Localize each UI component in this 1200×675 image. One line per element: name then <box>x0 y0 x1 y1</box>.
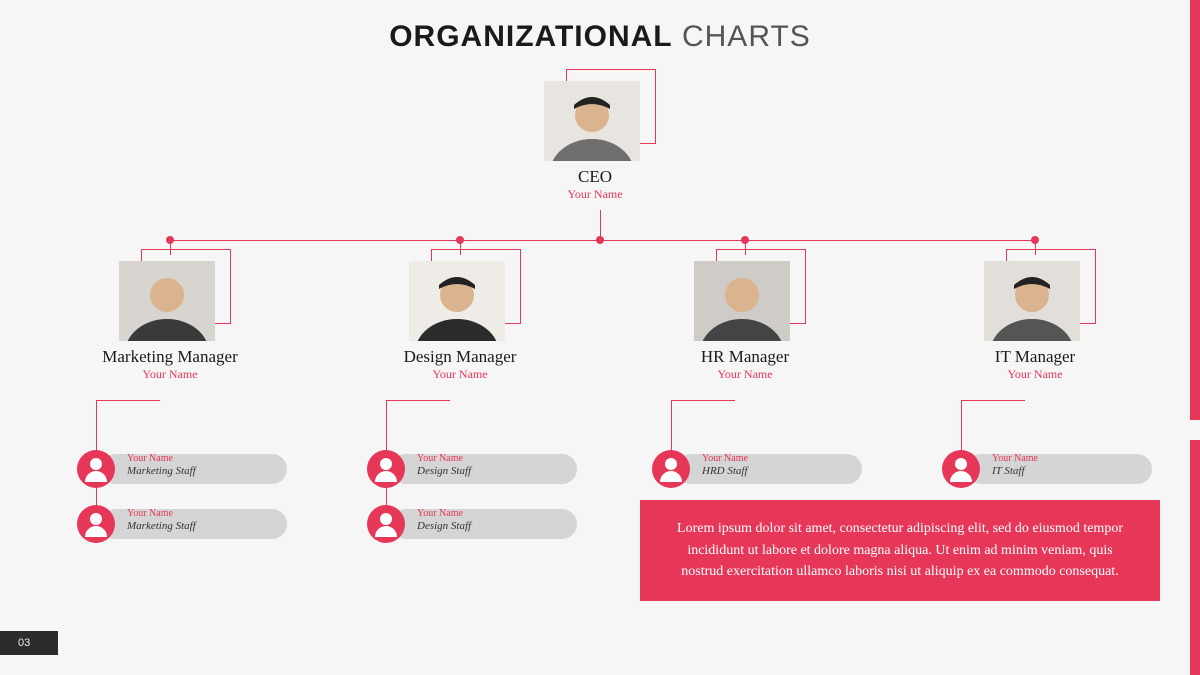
staff-role: Marketing Staff <box>127 520 196 533</box>
ceo-name: Your Name <box>540 187 650 202</box>
person-icon <box>77 505 115 543</box>
person-icon <box>942 450 980 488</box>
connector-h <box>170 240 1035 241</box>
staff-name: Your Name <box>992 453 1038 465</box>
staff-pill: Your Name HRD Staff <box>652 450 862 488</box>
connector-h <box>961 400 1025 401</box>
staff-role: Design Staff <box>417 520 471 533</box>
connector-h <box>671 400 735 401</box>
node-manager-2: HR Manager Your Name <box>665 255 825 382</box>
side-accent-bottom <box>1190 440 1200 675</box>
staff-text: Your Name Marketing Staff <box>127 453 196 478</box>
manager-role: Marketing Manager <box>90 347 250 367</box>
manager-role: HR Manager <box>665 347 825 367</box>
connector-dot <box>166 236 174 244</box>
staff-name: Your Name <box>127 453 196 465</box>
staff-name: Your Name <box>417 453 471 465</box>
manager-role: Design Manager <box>380 347 540 367</box>
manager-photo <box>984 261 1080 341</box>
connector-dot <box>741 236 749 244</box>
ceo-photo-frame <box>540 75 650 165</box>
manager-role: IT Manager <box>955 347 1115 367</box>
manager-name: Your Name <box>90 367 250 382</box>
staff-role: IT Staff <box>992 465 1038 478</box>
connector-h <box>386 400 450 401</box>
title-bold: ORGANIZATIONAL <box>389 20 672 53</box>
manager-photo-frame <box>405 255 515 345</box>
connector-h <box>96 400 160 401</box>
ceo-role: CEO <box>540 167 650 187</box>
staff-role: Design Staff <box>417 465 471 478</box>
node-manager-1: Design Manager Your Name <box>380 255 540 382</box>
staff-pill: Your Name Design Staff <box>367 505 577 543</box>
connector-dot <box>456 236 464 244</box>
manager-photo-frame <box>690 255 800 345</box>
staff-text: Your Name Design Staff <box>417 453 471 478</box>
node-ceo: CEO Your Name <box>540 75 650 202</box>
staff-text: Your Name IT Staff <box>992 453 1038 478</box>
staff-text: Your Name Marketing Staff <box>127 508 196 533</box>
staff-name: Your Name <box>127 508 196 520</box>
ceo-photo <box>544 81 640 161</box>
staff-pill: Your Name IT Staff <box>942 450 1152 488</box>
manager-photo <box>119 261 215 341</box>
manager-photo-frame <box>115 255 225 345</box>
person-icon <box>652 450 690 488</box>
manager-photo <box>409 261 505 341</box>
manager-name: Your Name <box>665 367 825 382</box>
staff-pill: Your Name Marketing Staff <box>77 505 287 543</box>
staff-name: Your Name <box>702 453 748 465</box>
manager-photo-frame <box>980 255 1090 345</box>
body-text-box: Lorem ipsum dolor sit amet, consectetur … <box>640 500 1160 601</box>
node-manager-0: Marketing Manager Your Name <box>90 255 250 382</box>
staff-role: Marketing Staff <box>127 465 196 478</box>
staff-text: Your Name Design Staff <box>417 508 471 533</box>
person-icon <box>367 505 405 543</box>
staff-pill: Your Name Marketing Staff <box>77 450 287 488</box>
page-title: ORGANIZATIONAL CHARTS <box>0 20 1200 54</box>
person-icon <box>367 450 405 488</box>
staff-pill: Your Name Design Staff <box>367 450 577 488</box>
manager-name: Your Name <box>380 367 540 382</box>
person-icon <box>77 450 115 488</box>
manager-name: Your Name <box>955 367 1115 382</box>
staff-role: HRD Staff <box>702 465 748 478</box>
staff-name: Your Name <box>417 508 471 520</box>
title-light: CHARTS <box>673 20 811 53</box>
staff-text: Your Name HRD Staff <box>702 453 748 478</box>
node-manager-3: IT Manager Your Name <box>955 255 1115 382</box>
page-number-badge: 03 <box>0 631 58 655</box>
side-accent-top <box>1190 0 1200 420</box>
manager-photo <box>694 261 790 341</box>
connector-dot <box>1031 236 1039 244</box>
